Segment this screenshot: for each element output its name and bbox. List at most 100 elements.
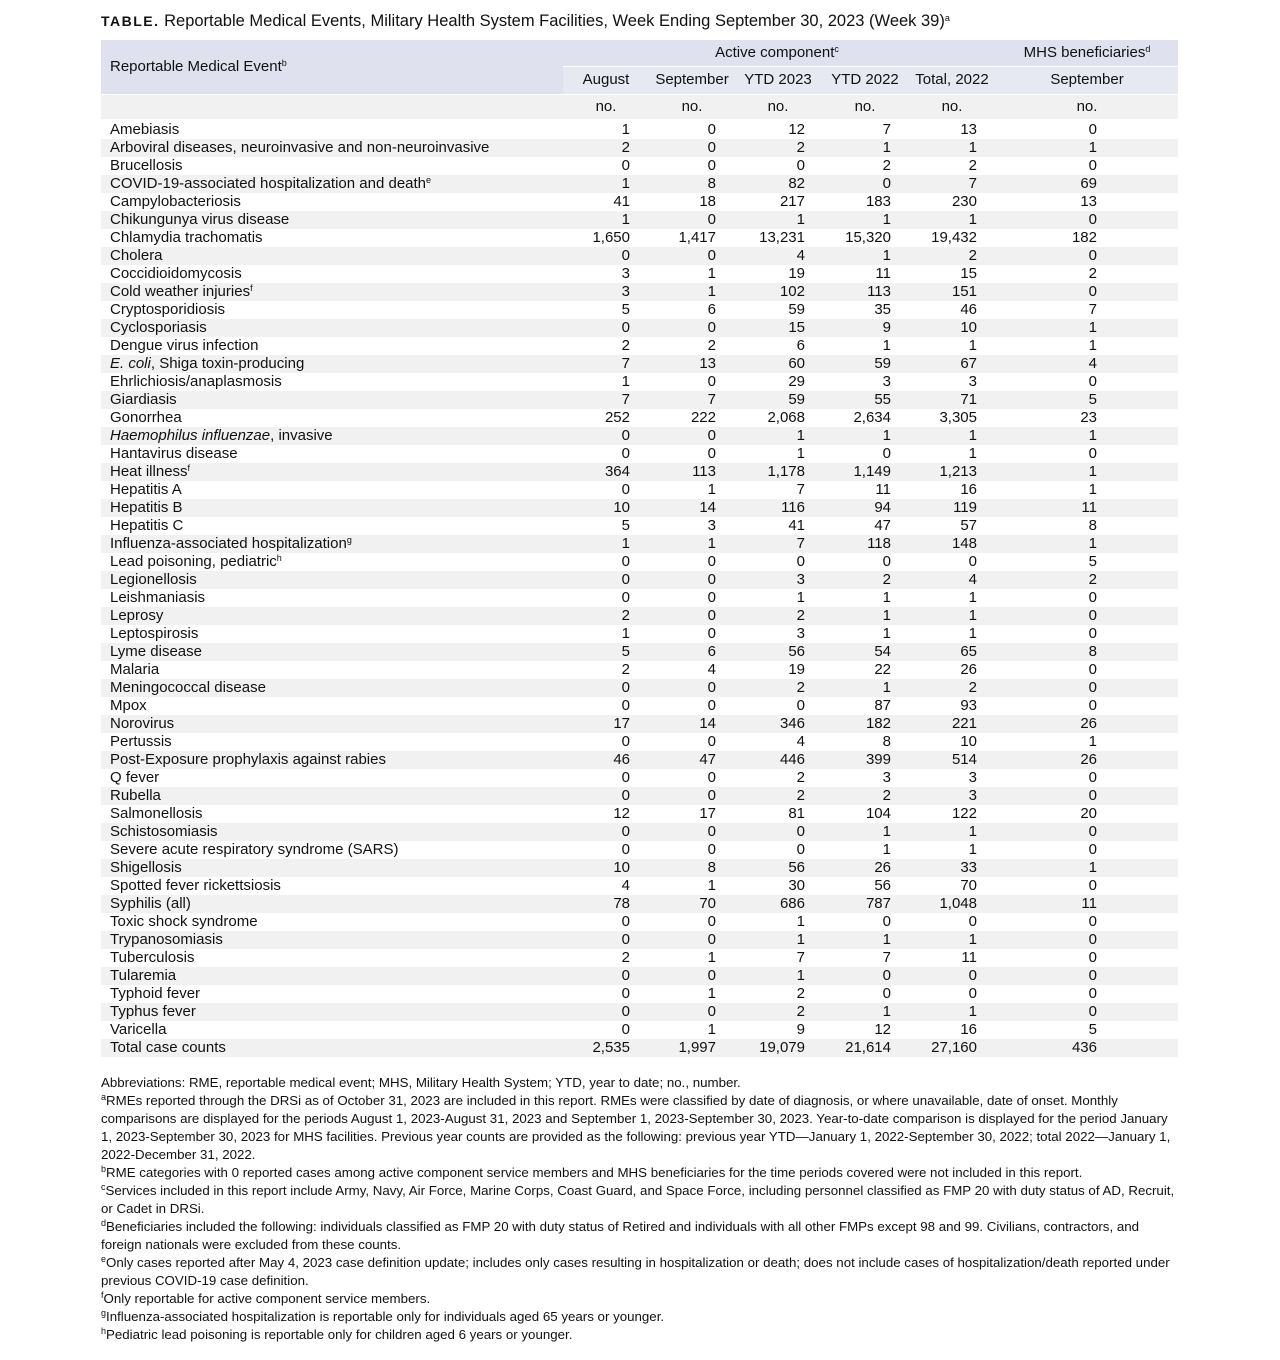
cell-value: 0 bbox=[621, 931, 630, 948]
row-label-text: Severe acute respiratory syndrome (SARS) bbox=[110, 841, 399, 858]
cell-value: 1 bbox=[1088, 733, 1097, 750]
cell-value: 0 bbox=[1088, 373, 1097, 390]
group-note: c bbox=[834, 44, 839, 54]
cell-value: 0 bbox=[882, 445, 891, 462]
cell-value: 122 bbox=[951, 805, 977, 822]
cell-value: 0 bbox=[882, 985, 891, 1002]
cell-value: 16 bbox=[960, 1021, 977, 1038]
title-text: Reportable Medical Events, Military Heal… bbox=[164, 12, 945, 30]
cell-value: 0 bbox=[968, 967, 977, 984]
cell-value: 1 bbox=[621, 121, 630, 138]
cell-value: 2 bbox=[621, 607, 630, 624]
cell-value: 8 bbox=[882, 733, 891, 750]
row-stripe bbox=[101, 283, 1178, 301]
cell-value: 4 bbox=[796, 733, 805, 750]
cell-value: 113 bbox=[692, 463, 716, 480]
cell-value: 1 bbox=[707, 265, 716, 282]
cell-value: 1,650 bbox=[592, 229, 630, 246]
cell-value: 0 bbox=[1088, 607, 1097, 624]
row-label: Severe acute respiratory syndrome (SARS) bbox=[110, 841, 398, 859]
header-band bbox=[101, 66, 563, 94]
row-label-text: Cyclosporiasis bbox=[110, 319, 207, 336]
cell-value: 56 bbox=[788, 859, 805, 876]
cell-value: 59 bbox=[874, 355, 891, 372]
row-note: f bbox=[187, 463, 191, 473]
cell-value: 1 bbox=[882, 589, 891, 606]
cell-value: 4 bbox=[796, 247, 805, 264]
cell-value: 4 bbox=[707, 661, 716, 678]
cell-value: 2 bbox=[796, 787, 805, 804]
row-label-text: Coccidioidomycosis bbox=[110, 265, 242, 282]
cell-value: 1 bbox=[1088, 319, 1097, 336]
row-label-text: Shigellosis bbox=[110, 859, 182, 876]
row-stripe bbox=[101, 1003, 1178, 1021]
units-band bbox=[101, 95, 1178, 119]
cell-value: 0 bbox=[707, 247, 716, 264]
row-label-text: Giardiasis bbox=[110, 391, 177, 408]
cell-value: 2 bbox=[796, 607, 805, 624]
cell-value: 1 bbox=[707, 481, 716, 498]
header-label-text: Reportable Medical Event bbox=[110, 58, 282, 75]
group-label: Active component bbox=[715, 44, 835, 61]
column-header: September bbox=[655, 71, 729, 88]
cell-value: 8 bbox=[1088, 643, 1097, 660]
cell-value: 436 bbox=[1071, 1039, 1097, 1056]
cell-value: 7 bbox=[796, 481, 805, 498]
row-stripe bbox=[101, 391, 1178, 409]
row-label-text: Arboviral diseases, neuroinvasive and no… bbox=[110, 139, 490, 156]
row-stripe bbox=[101, 319, 1178, 337]
cell-value: 0 bbox=[707, 373, 716, 390]
cell-value: 67 bbox=[960, 355, 977, 372]
row-label: Dengue virus infection bbox=[110, 337, 258, 355]
cell-value: 7 bbox=[882, 121, 891, 138]
cell-value: 2 bbox=[796, 679, 805, 696]
cell-value: 0 bbox=[707, 319, 716, 336]
cell-value: 1 bbox=[621, 373, 630, 390]
row-label-text: Amebiasis bbox=[110, 121, 180, 138]
row-label: E. coli, Shiga toxin-producing bbox=[110, 355, 304, 373]
row-label-text: COVID-19-associated hospitalization and … bbox=[110, 175, 427, 192]
column-header: YTD 2022 bbox=[831, 71, 899, 88]
column-header: September bbox=[1050, 71, 1124, 88]
cell-value: 11 bbox=[875, 265, 891, 282]
cell-value: 1 bbox=[1088, 337, 1097, 354]
cell-value: 0 bbox=[1088, 445, 1097, 462]
cell-value: 2 bbox=[621, 139, 630, 156]
cell-value: 1,417 bbox=[678, 229, 716, 246]
cell-value: 11 bbox=[1081, 499, 1097, 516]
cell-value: 9 bbox=[882, 319, 891, 336]
cell-value: 1 bbox=[1088, 463, 1097, 480]
cell-value: 3 bbox=[968, 769, 977, 786]
header-band bbox=[563, 67, 1178, 94]
cell-value: 1 bbox=[882, 139, 891, 156]
row-label-text: Varicella bbox=[110, 1021, 167, 1038]
row-label: Hepatitis B bbox=[110, 499, 183, 517]
footnote: Abbreviations: RME, reportable medical e… bbox=[101, 1074, 1178, 1092]
header-label: Reportable Medical Eventb bbox=[110, 58, 287, 76]
cell-value: 0 bbox=[707, 967, 716, 984]
column-header: YTD 2023 bbox=[744, 71, 812, 88]
row-stripe bbox=[101, 679, 1178, 697]
row-label: Q fever bbox=[110, 769, 159, 787]
cell-value: 0 bbox=[707, 139, 716, 156]
cell-value: 1 bbox=[1088, 535, 1097, 552]
row-stripe bbox=[101, 463, 1178, 481]
cell-value: 0 bbox=[707, 697, 716, 714]
cell-value: 12 bbox=[613, 805, 630, 822]
cell-value: 59 bbox=[788, 301, 805, 318]
row-stripe bbox=[101, 643, 1178, 661]
cell-value: 14 bbox=[699, 499, 716, 516]
footnote-text: RME categories with 0 reported cases amo… bbox=[106, 1165, 1083, 1180]
row-label: Typhoid fever bbox=[110, 985, 200, 1003]
cell-value: 346 bbox=[779, 715, 805, 732]
row-label-text: Heat illness bbox=[110, 463, 188, 480]
cell-value: 47 bbox=[874, 517, 891, 534]
row-label-text: Hepatitis B bbox=[110, 499, 183, 516]
cell-value: 0 bbox=[621, 985, 630, 1002]
row-label: Influenza-associated hospitalizationg bbox=[110, 535, 352, 553]
cell-value: 1 bbox=[621, 175, 630, 192]
cell-value: 0 bbox=[621, 571, 630, 588]
cell-value: 151 bbox=[951, 283, 977, 300]
cell-value: 1 bbox=[707, 877, 716, 894]
header-label-note: b bbox=[281, 58, 287, 68]
